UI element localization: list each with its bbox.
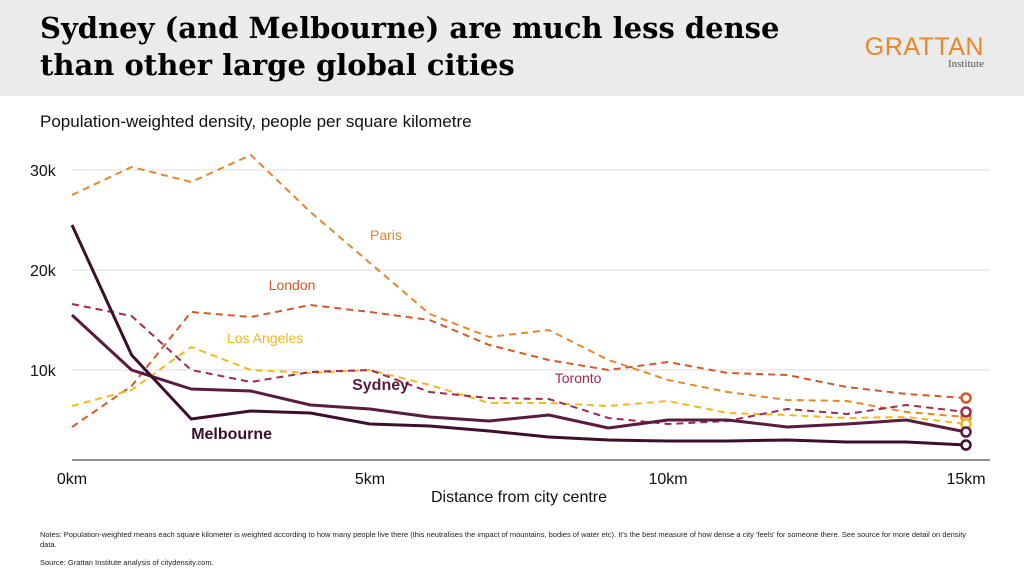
series-label-melbourne: Melbourne [191, 426, 272, 443]
series-line-melbourne [70, 224, 967, 447]
x-tick-label: 5km [355, 471, 385, 488]
x-tick-label: 0km [57, 471, 87, 488]
series-label-los-angeles: Los Angeles [227, 330, 303, 346]
series-line-london [71, 304, 967, 428]
chart-source: Source: Grattan Institute analysis of ci… [40, 558, 214, 567]
x-tick-label: 15km [946, 471, 985, 488]
series-line-toronto [71, 303, 967, 425]
brand-name: GRATTAN [864, 33, 984, 61]
y-tick-label: 10k [30, 363, 57, 380]
chart-subtitle: Population-weighted density, people per … [40, 112, 472, 131]
series-end-marker-toronto [960, 406, 972, 418]
series-end-marker-melbourne [960, 439, 972, 451]
series-label-london: London [269, 277, 316, 293]
x-axis-label: Distance from city centre [431, 489, 607, 506]
series-line-los-angeles [71, 346, 967, 425]
series-line-paris [71, 154, 967, 418]
series-end-marker-sydney [960, 426, 972, 438]
header-bar: Sydney (and Melbourne) are much less den… [0, 0, 1024, 96]
series-end-marker-london [960, 392, 972, 404]
chart-notes: Notes: Population-weighted means each sq… [40, 530, 967, 549]
x-tick-label: 10km [648, 471, 687, 488]
brand-logo: GRATTAN Institute [865, 34, 984, 70]
y-tick-label: 30k [30, 163, 57, 180]
series-label-sydney: Sydney [352, 377, 409, 394]
brand-sub: Institute [947, 58, 984, 70]
series-label-toronto: Toronto [555, 370, 602, 386]
page-title: Sydney (and Melbourne) are much less den… [40, 11, 780, 82]
y-tick-label: 20k [30, 263, 57, 280]
series-label-paris: Paris [370, 227, 402, 243]
series-line-sydney [70, 313, 967, 434]
